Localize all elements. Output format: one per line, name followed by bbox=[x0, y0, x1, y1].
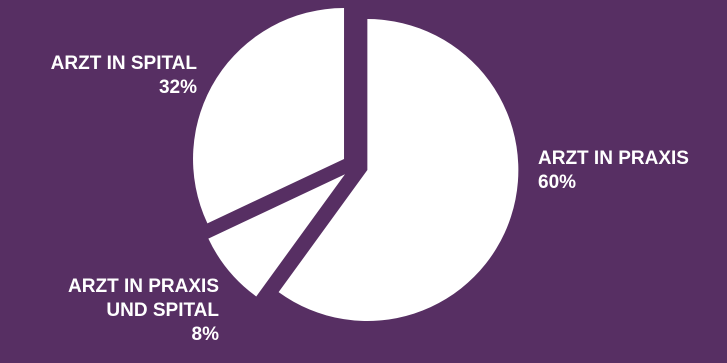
slice-label-arzt-in-praxis-und-spital: ARZT IN PRAXIS UND SPITAL 8% bbox=[68, 275, 219, 347]
slice-label-line: ARZT IN PRAXIS bbox=[538, 148, 689, 169]
slice-label-line: UND SPITAL bbox=[106, 300, 219, 321]
pie-slice-arzt-in-spital bbox=[193, 8, 345, 224]
slice-label-line: ARZT IN PRAXIS bbox=[68, 276, 219, 297]
pie-slice-arzt-in-praxis-und-spital bbox=[208, 174, 345, 297]
slice-label-line: ARZT IN SPITAL bbox=[50, 53, 197, 74]
slice-value-label: 8% bbox=[191, 324, 219, 345]
slice-label-arzt-in-spital: ARZT IN SPITAL 32% bbox=[51, 52, 197, 100]
slice-value-label: 32% bbox=[158, 77, 197, 98]
pie-slice-arzt-in-praxis bbox=[278, 19, 519, 322]
slice-value-label: 60% bbox=[538, 172, 577, 193]
slice-label-arzt-in-praxis: ARZT IN PRAXIS 60% bbox=[538, 147, 689, 195]
